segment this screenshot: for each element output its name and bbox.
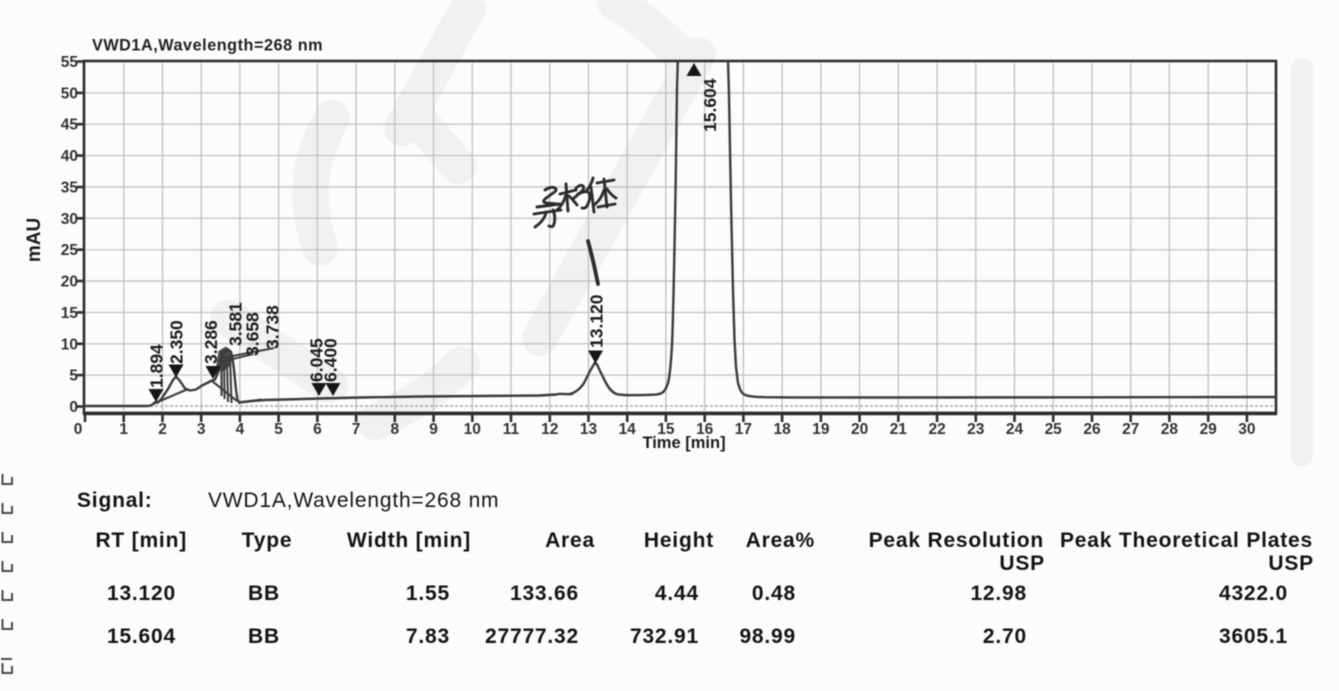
svg-text:11: 11 (503, 421, 520, 438)
svg-text:3.286: 3.286 (201, 320, 221, 364)
svg-text:14: 14 (619, 421, 637, 438)
svg-text:30: 30 (1238, 421, 1255, 438)
svg-text:4.44: 4.44 (655, 582, 699, 605)
svg-text:Time [min]: Time [min] (642, 434, 725, 452)
svg-text:30: 30 (61, 211, 78, 228)
svg-text:25: 25 (1045, 421, 1063, 438)
svg-text:13: 13 (580, 421, 598, 438)
svg-text:133.66: 133.66 (510, 582, 579, 605)
svg-text:0.48: 0.48 (752, 582, 796, 605)
svg-text:Peak Resolution: Peak Resolution (869, 529, 1044, 552)
svg-text:13.120: 13.120 (587, 294, 607, 348)
svg-text:6: 6 (313, 421, 322, 438)
svg-text:35: 35 (61, 180, 79, 197)
svg-text:5: 5 (274, 421, 283, 438)
svg-text:mAU: mAU (24, 218, 45, 262)
svg-text:55: 55 (61, 54, 79, 71)
svg-text:1.894: 1.894 (147, 344, 167, 388)
svg-text:50: 50 (61, 85, 78, 102)
svg-text:9: 9 (429, 421, 438, 438)
svg-text:3: 3 (197, 421, 206, 438)
svg-text:4: 4 (236, 421, 245, 438)
svg-text:Area%: Area% (746, 529, 815, 552)
svg-text:0: 0 (69, 399, 78, 416)
svg-text:45: 45 (61, 117, 79, 134)
svg-text:2.350: 2.350 (167, 320, 187, 364)
svg-text:12.98: 12.98 (970, 582, 1027, 605)
svg-text:13.120: 13.120 (107, 582, 176, 605)
svg-text:Height: Height (644, 529, 714, 552)
svg-text:23: 23 (967, 421, 985, 438)
svg-text:6.400: 6.400 (321, 338, 341, 382)
svg-text:VWD1A,Wavelength=268 nm: VWD1A,Wavelength=268 nm (92, 37, 323, 55)
svg-text:17: 17 (735, 421, 752, 438)
svg-text:20: 20 (61, 274, 78, 291)
svg-text:3605.1: 3605.1 (1219, 625, 1288, 648)
svg-text:USP: USP (999, 552, 1045, 575)
svg-text:16: 16 (696, 421, 714, 438)
svg-text:1.55: 1.55 (406, 582, 450, 605)
svg-text:0: 0 (74, 421, 83, 438)
svg-text:BB: BB (248, 582, 280, 605)
svg-text:27777.32: 27777.32 (485, 625, 579, 648)
svg-text:24: 24 (1006, 421, 1024, 438)
svg-text:15.604: 15.604 (107, 625, 176, 648)
svg-text:4322.0: 4322.0 (1219, 582, 1288, 605)
svg-text:7: 7 (352, 421, 361, 438)
svg-text:BB: BB (248, 625, 280, 648)
svg-text:5: 5 (69, 368, 78, 385)
svg-text:29: 29 (1200, 421, 1218, 438)
svg-text:21: 21 (890, 421, 908, 438)
svg-text:VWD1A,Wavelength=268 nm: VWD1A,Wavelength=268 nm (208, 489, 499, 512)
svg-text:98.99: 98.99 (739, 625, 796, 648)
svg-text:3.581: 3.581 (226, 302, 246, 346)
svg-text:15: 15 (657, 421, 675, 438)
svg-text:Width [min]: Width [min] (347, 529, 471, 552)
svg-text:2.70: 2.70 (983, 625, 1027, 648)
svg-text:19: 19 (812, 421, 830, 438)
svg-text:7.83: 7.83 (406, 625, 450, 648)
svg-text:Peak Theoretical Plates: Peak Theoretical Plates (1060, 529, 1313, 552)
svg-text:22: 22 (928, 421, 945, 438)
svg-text:8: 8 (390, 421, 399, 438)
svg-text:Type: Type (242, 529, 293, 552)
svg-text:40: 40 (61, 148, 78, 165)
svg-text:Signal:: Signal: (77, 489, 153, 512)
svg-text:20: 20 (851, 421, 868, 438)
svg-text:25: 25 (61, 242, 79, 259)
svg-text:28: 28 (1161, 421, 1179, 438)
svg-text:12: 12 (541, 421, 558, 438)
svg-text:3.738: 3.738 (263, 305, 283, 349)
svg-text:10: 10 (464, 421, 481, 438)
svg-text:6.045: 6.045 (307, 338, 327, 382)
svg-text:USP: USP (1268, 552, 1314, 575)
svg-text:1: 1 (119, 421, 128, 438)
svg-text:10: 10 (61, 336, 78, 353)
svg-text:26: 26 (1083, 421, 1101, 438)
svg-text:27: 27 (1122, 421, 1139, 438)
svg-text:15.604: 15.604 (700, 78, 720, 132)
svg-text:RT [min]: RT [min] (95, 529, 187, 552)
svg-text:18: 18 (773, 421, 791, 438)
svg-text:15: 15 (61, 305, 79, 322)
svg-text:2: 2 (158, 421, 167, 438)
svg-text:732.91: 732.91 (630, 625, 699, 648)
svg-text:3.658: 3.658 (243, 312, 263, 356)
svg-text:Area: Area (545, 529, 595, 552)
